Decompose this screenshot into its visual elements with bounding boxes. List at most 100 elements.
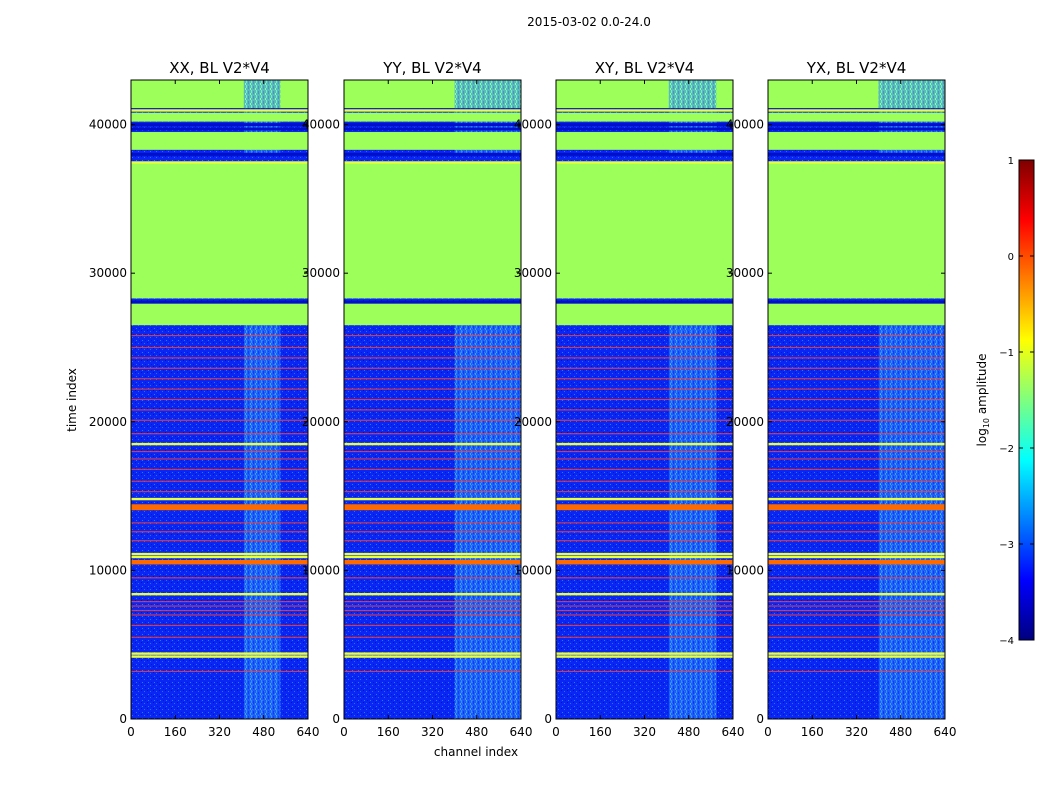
dark-line: [556, 152, 733, 156]
red-line: [344, 605, 521, 607]
red-line: [768, 531, 945, 533]
colorbar: 1 0 −1 −2 −3 −4 log10 amplitude: [975, 156, 1035, 647]
y-tick-label: 40000: [89, 118, 127, 132]
red-line: [556, 480, 733, 482]
dark-line: [768, 152, 945, 156]
flagged-band: [131, 132, 308, 150]
y-tick-label: 10000: [89, 563, 127, 577]
red-line: [344, 433, 521, 435]
orange-band: [768, 504, 945, 511]
red-line: [131, 346, 308, 349]
yellow-line: [768, 655, 945, 658]
rfi-upper-block: [668, 80, 717, 112]
y-tick-label: 0: [119, 712, 127, 726]
red-line: [131, 458, 308, 460]
dark-line: [768, 127, 945, 131]
dark-line: [131, 127, 308, 131]
red-line: [344, 601, 521, 603]
flagged-band: [768, 112, 945, 122]
panel-title: XY, BL V2*V4: [595, 59, 695, 77]
red-line: [768, 388, 945, 390]
yellow-line: [768, 442, 945, 446]
y-tick-label: 30000: [514, 266, 552, 280]
dark-line: [768, 300, 945, 304]
yellow-line: [131, 161, 308, 164]
rfi-region: [878, 325, 945, 719]
x-tick-label: 320: [421, 725, 444, 739]
red-line: [344, 335, 521, 337]
y-tick-label: 10000: [302, 563, 340, 577]
rfi-region: [668, 325, 717, 719]
flagged-band: [556, 302, 733, 326]
flagged-band: [556, 161, 733, 299]
red-line: [768, 480, 945, 482]
red-line: [344, 367, 521, 369]
red-line: [131, 636, 308, 638]
yellow-line: [556, 109, 733, 112]
red-line: [556, 357, 733, 359]
x-tick-label: 320: [208, 725, 231, 739]
red-line: [556, 409, 733, 411]
yellow-line: [344, 655, 521, 658]
red-line: [344, 670, 521, 673]
red-line: [556, 522, 733, 524]
red-line: [768, 540, 945, 542]
red-line: [344, 609, 521, 612]
red-line: [131, 450, 308, 453]
red-line: [131, 601, 308, 603]
rfi-region: [454, 325, 521, 719]
red-line: [131, 335, 308, 337]
red-line: [556, 577, 733, 579]
x-tick-label: 480: [889, 725, 912, 739]
dark-line: [556, 123, 733, 127]
figure-suptitle: 2015-03-02 0.0-24.0: [527, 15, 651, 29]
red-line: [131, 409, 308, 411]
flagged-band: [131, 112, 308, 122]
y-tick-label: 0: [544, 712, 552, 726]
yellow-line: [768, 497, 945, 501]
red-line: [556, 605, 733, 607]
red-line: [131, 624, 308, 626]
flagged-band: [556, 112, 733, 122]
x-tick-label: 480: [465, 725, 488, 739]
red-line: [556, 367, 733, 369]
flagged-band: [131, 161, 308, 299]
red-line: [768, 357, 945, 359]
heatmap-panel-4: YX, BL V2*V4 0 160 320 480 640 0 10000 20000 3000…: [726, 59, 957, 739]
yellow-line: [768, 555, 945, 559]
dark-line: [344, 127, 521, 131]
colorbar-tick-label: 1: [1008, 156, 1014, 167]
red-line: [131, 522, 308, 524]
flagged-band: [768, 161, 945, 299]
x-tick-label: 320: [845, 725, 868, 739]
yellow-line: [556, 652, 733, 655]
yellow-line: [768, 109, 945, 112]
y-tick-label: 40000: [302, 118, 340, 132]
red-line: [556, 378, 733, 380]
red-line: [344, 458, 521, 460]
red-line: [131, 540, 308, 542]
y-tick-label: 10000: [726, 563, 764, 577]
x-tick-label: 160: [801, 725, 824, 739]
colorbar-tick-label: 0: [1008, 252, 1014, 263]
colorbar-gradient: [1018, 159, 1035, 641]
panel-title: YY, BL V2*V4: [382, 59, 481, 77]
x-tick-label: 640: [722, 725, 745, 739]
panel-title: YX, BL V2*V4: [806, 59, 907, 77]
red-line: [768, 577, 945, 579]
y-tick-label: 20000: [726, 415, 764, 429]
yellow-line: [344, 497, 521, 501]
red-line: [344, 624, 521, 626]
y-tick-label: 40000: [514, 118, 552, 132]
red-line: [556, 450, 733, 453]
y-tick-label: 30000: [89, 266, 127, 280]
yellow-line: [768, 592, 945, 596]
red-line: [768, 601, 945, 603]
x-axis-label: channel index: [434, 745, 518, 759]
red-line: [131, 419, 308, 421]
red-line: [344, 577, 521, 579]
yellow-line: [131, 109, 308, 112]
red-line: [344, 540, 521, 542]
yellow-line: [768, 552, 945, 556]
red-line: [344, 398, 521, 401]
